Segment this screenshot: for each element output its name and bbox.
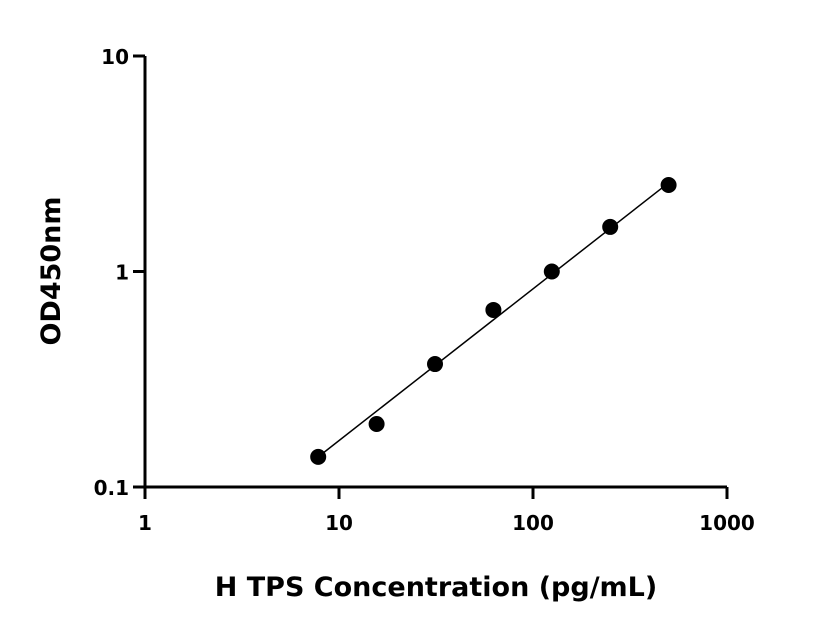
x-tick-label: 1 (138, 511, 152, 535)
x-axis-title: H TPS Concentration (pg/mL) (215, 572, 657, 603)
data-point (368, 416, 385, 433)
y-tick-label: 0.1 (94, 476, 129, 500)
data-point (485, 301, 502, 318)
y-tick-label: 10 (101, 45, 129, 69)
y-tick-label: 1 (115, 261, 129, 285)
x-tick-label: 100 (512, 511, 554, 535)
data-point (602, 218, 619, 235)
y-axis-title: OD450nm (36, 196, 67, 345)
data-point (427, 356, 444, 373)
x-tick-label: 1000 (699, 511, 755, 535)
data-point (310, 448, 327, 465)
data-point (660, 176, 677, 193)
data-point (543, 263, 560, 280)
x-tick-label: 10 (325, 511, 353, 535)
